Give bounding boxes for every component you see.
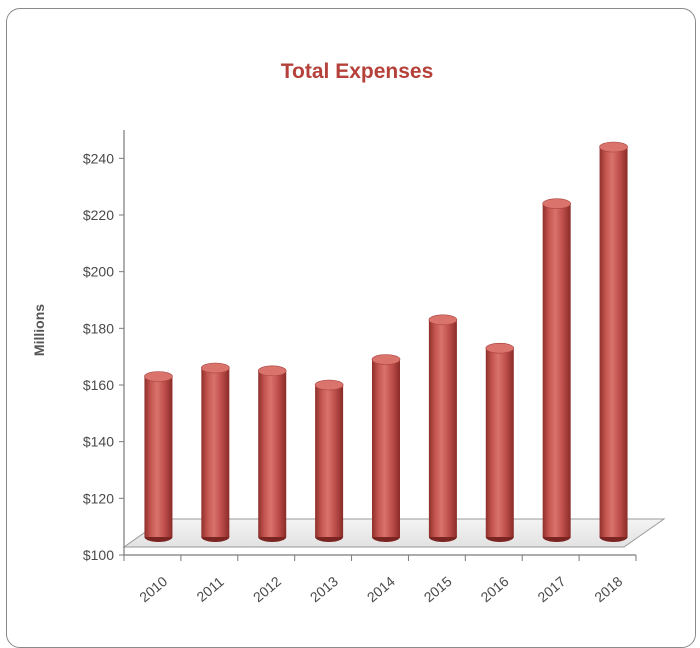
bar (428, 314, 458, 542)
x-tick-label: 2015 (421, 573, 455, 605)
y-tick-label: $100 (83, 547, 114, 563)
y-tick-label: $160 (83, 377, 114, 393)
x-tick-label: 2011 (193, 573, 227, 605)
y-tick-label: $200 (83, 264, 114, 280)
bar (257, 365, 287, 542)
bar (371, 354, 401, 542)
y-tick-label: $240 (83, 150, 114, 166)
y-tick-label: $140 (83, 434, 114, 450)
bar (542, 198, 571, 542)
bar (599, 141, 628, 542)
x-tick-label: 2017 (534, 573, 568, 605)
x-tick-label: 2013 (307, 573, 341, 605)
bars (144, 141, 628, 542)
y-axis: $100 $120 $140 $160 $180 $200 $220 $240 (83, 130, 125, 563)
x-axis: 2010 2011 2012 2013 2014 2015 2016 2017 2018 (123, 554, 637, 605)
y-tick-label: $220 (83, 207, 114, 223)
bar (201, 362, 230, 542)
bar (314, 379, 344, 542)
bar (144, 371, 173, 542)
chart-title: Total Expenses (281, 60, 434, 83)
x-tick-label: 2010 (136, 573, 170, 605)
y-axis-label: Millions (31, 304, 47, 356)
y-tick-label: $180 (83, 320, 114, 336)
x-tick-label: 2016 (477, 573, 511, 605)
bar (485, 342, 515, 542)
y-tick-label: $120 (83, 490, 114, 506)
x-tick-label: 2018 (591, 573, 625, 605)
x-tick-label: 2014 (364, 573, 398, 605)
x-tick-label: 2012 (250, 573, 284, 605)
chart-svg: Total Expenses Millions $100 $120 $140 $160… (31, 60, 666, 605)
